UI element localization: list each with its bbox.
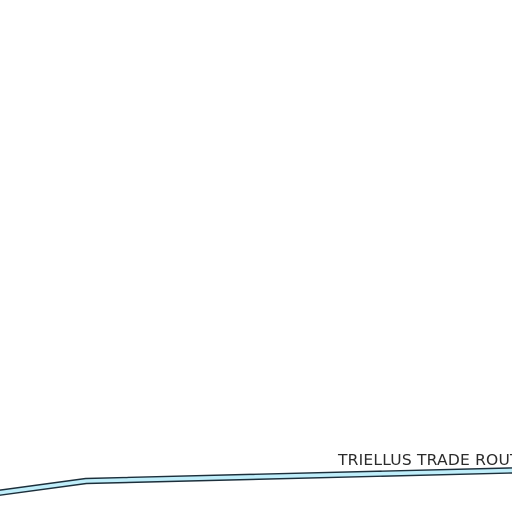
trade-route-label: TRIELLUS TRADE ROUTE: [337, 451, 512, 469]
trade-route-fill: [0, 468, 512, 495]
trade-route[interactable]: [0, 467, 512, 496]
